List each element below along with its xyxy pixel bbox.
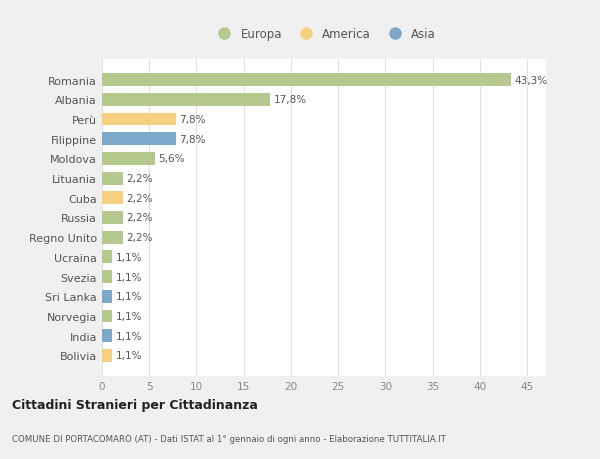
Bar <box>102 94 270 106</box>
Bar <box>102 290 112 303</box>
Text: 1,1%: 1,1% <box>116 291 143 302</box>
Bar <box>102 310 112 323</box>
Text: COMUNE DI PORTACOMARO (AT) - Dati ISTAT al 1° gennaio di ogni anno - Elaborazion: COMUNE DI PORTACOMARO (AT) - Dati ISTAT … <box>12 434 446 442</box>
Text: 5,6%: 5,6% <box>158 154 185 164</box>
Text: 2,2%: 2,2% <box>127 174 153 184</box>
Bar <box>102 192 123 205</box>
Text: 2,2%: 2,2% <box>127 193 153 203</box>
Bar <box>102 172 123 185</box>
Bar <box>102 133 176 146</box>
Text: 17,8%: 17,8% <box>274 95 307 105</box>
Text: 1,1%: 1,1% <box>116 331 143 341</box>
Text: 7,8%: 7,8% <box>179 134 206 145</box>
Bar <box>102 349 112 362</box>
Bar <box>102 330 112 342</box>
Text: 43,3%: 43,3% <box>515 75 548 85</box>
Bar <box>102 251 112 264</box>
Text: 1,1%: 1,1% <box>116 272 143 282</box>
Bar <box>102 74 511 87</box>
Text: 1,1%: 1,1% <box>116 311 143 321</box>
Bar <box>102 271 112 283</box>
Text: 7,8%: 7,8% <box>179 115 206 125</box>
Bar <box>102 212 123 224</box>
Text: 1,1%: 1,1% <box>116 252 143 263</box>
Bar <box>102 231 123 244</box>
Text: 1,1%: 1,1% <box>116 351 143 361</box>
Text: Cittadini Stranieri per Cittadinanza: Cittadini Stranieri per Cittadinanza <box>12 398 258 412</box>
Text: 2,2%: 2,2% <box>127 213 153 223</box>
Bar <box>102 113 176 126</box>
Legend: Europa, America, Asia: Europa, America, Asia <box>209 24 439 45</box>
Text: 2,2%: 2,2% <box>127 233 153 243</box>
Bar <box>102 153 155 165</box>
